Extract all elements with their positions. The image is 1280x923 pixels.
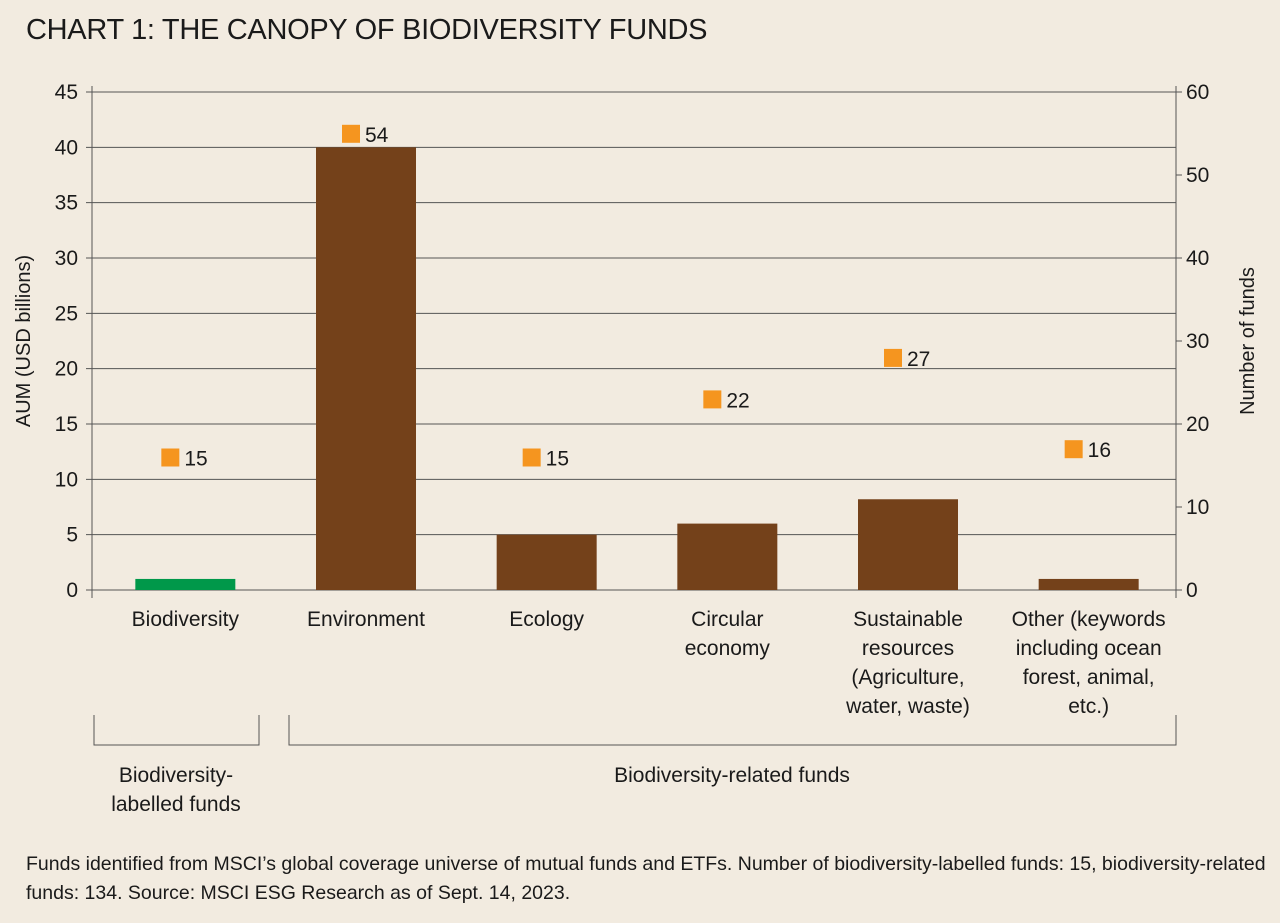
x-tick-label: Environment bbox=[307, 608, 425, 631]
y-tick-label: 15 bbox=[55, 413, 78, 436]
y-tick-label: 5 bbox=[66, 524, 78, 547]
y2-tick-label: 10 bbox=[1186, 496, 1209, 519]
y-tick-label: 40 bbox=[55, 136, 78, 159]
x-tick-label: forest, animal, bbox=[1023, 666, 1155, 689]
y-tick-label: 25 bbox=[55, 302, 78, 325]
x-tick-label: (Agriculture, bbox=[851, 666, 964, 689]
count-label: 15 bbox=[184, 448, 207, 471]
x-tick-label: Biodiversity bbox=[132, 608, 240, 631]
y-tick-label: 30 bbox=[55, 247, 78, 270]
group-bracket bbox=[93, 715, 260, 746]
y-tick-label: 0 bbox=[66, 579, 78, 602]
bar bbox=[677, 523, 778, 590]
y-tick-label: 20 bbox=[55, 358, 78, 381]
y-tick-label: 35 bbox=[55, 192, 78, 215]
group-bracket bbox=[288, 715, 1177, 746]
y2-tick-label: 20 bbox=[1186, 413, 1209, 436]
y2-tick-label: 30 bbox=[1186, 330, 1209, 353]
footnote: Funds identified from MSCI’s global cove… bbox=[26, 853, 1266, 904]
count-marker bbox=[1064, 440, 1083, 459]
y2-tick-label: 50 bbox=[1186, 164, 1209, 187]
count-label: 27 bbox=[907, 348, 930, 371]
chart: 0 5 10 15 20 25 30 35 40 45 0 10 20 30 40 50 60 AUM (USD … bbox=[13, 81, 1259, 816]
y-tick-label: 45 bbox=[55, 81, 78, 104]
x-tick-label: Circular bbox=[691, 608, 763, 631]
count-label: 16 bbox=[1088, 439, 1111, 462]
count-label: 54 bbox=[365, 124, 389, 147]
y-axis-label: AUM (USD billions) bbox=[13, 255, 35, 427]
x-tick-label: including ocean bbox=[1016, 637, 1162, 660]
bar bbox=[316, 147, 416, 591]
x-tick-label: economy bbox=[685, 637, 771, 660]
x-tick-label: Ecology bbox=[509, 608, 584, 631]
group-label: Biodiversity-related funds bbox=[614, 764, 850, 787]
group-label: labelled funds bbox=[111, 793, 241, 816]
y2-axis-label: Number of funds bbox=[1237, 267, 1259, 415]
count-marker bbox=[884, 348, 902, 367]
y2-tick-label: 0 bbox=[1186, 579, 1198, 602]
count-label: 22 bbox=[726, 389, 749, 412]
x-tick-label: Sustainable bbox=[853, 608, 963, 631]
x-tick-label: etc.) bbox=[1068, 695, 1109, 718]
count-label: 15 bbox=[546, 448, 569, 471]
x-tick-label: resources bbox=[862, 637, 954, 660]
bar bbox=[496, 534, 597, 590]
count-marker bbox=[342, 124, 360, 143]
count-marker bbox=[161, 448, 180, 467]
group-label: Biodiversity- bbox=[119, 764, 233, 787]
x-tick-label: water, waste) bbox=[845, 695, 970, 718]
y2-tick-label: 40 bbox=[1186, 247, 1209, 270]
bar bbox=[135, 578, 236, 590]
count-marker bbox=[522, 448, 541, 467]
bar bbox=[1038, 578, 1139, 590]
chart-title: CHART 1: THE CANOPY OF BIODIVERSITY FUND… bbox=[26, 14, 708, 46]
x-tick-label: Other (keywords bbox=[1012, 608, 1166, 631]
count-marker bbox=[703, 390, 722, 409]
y-tick-label: 10 bbox=[55, 468, 78, 491]
y2-tick-label: 60 bbox=[1186, 81, 1209, 104]
bar bbox=[858, 499, 958, 590]
